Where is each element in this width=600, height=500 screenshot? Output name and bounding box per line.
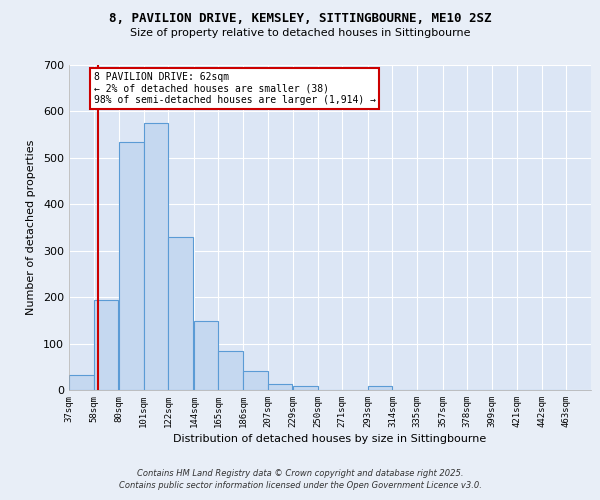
X-axis label: Distribution of detached houses by size in Sittingbourne: Distribution of detached houses by size …	[173, 434, 487, 444]
Bar	[268, 384, 292, 390]
Bar	[94, 300, 118, 390]
Text: Size of property relative to detached houses in Sittingbourne: Size of property relative to detached ho…	[130, 28, 470, 38]
Text: Contains public sector information licensed under the Open Government Licence v3: Contains public sector information licen…	[119, 481, 481, 490]
Bar	[194, 322, 218, 390]
Bar	[243, 372, 268, 390]
Bar	[69, 375, 94, 390]
Bar	[168, 237, 193, 390]
Bar	[368, 386, 392, 390]
Y-axis label: Number of detached properties: Number of detached properties	[26, 140, 36, 315]
Bar	[218, 350, 243, 390]
Text: 8 PAVILION DRIVE: 62sqm
← 2% of detached houses are smaller (38)
98% of semi-det: 8 PAVILION DRIVE: 62sqm ← 2% of detached…	[94, 72, 376, 105]
Text: 8, PAVILION DRIVE, KEMSLEY, SITTINGBOURNE, ME10 2SZ: 8, PAVILION DRIVE, KEMSLEY, SITTINGBOURN…	[109, 12, 491, 26]
Bar	[293, 386, 318, 390]
Text: Contains HM Land Registry data © Crown copyright and database right 2025.: Contains HM Land Registry data © Crown c…	[137, 468, 463, 477]
Bar	[144, 123, 168, 390]
Bar	[119, 142, 144, 390]
